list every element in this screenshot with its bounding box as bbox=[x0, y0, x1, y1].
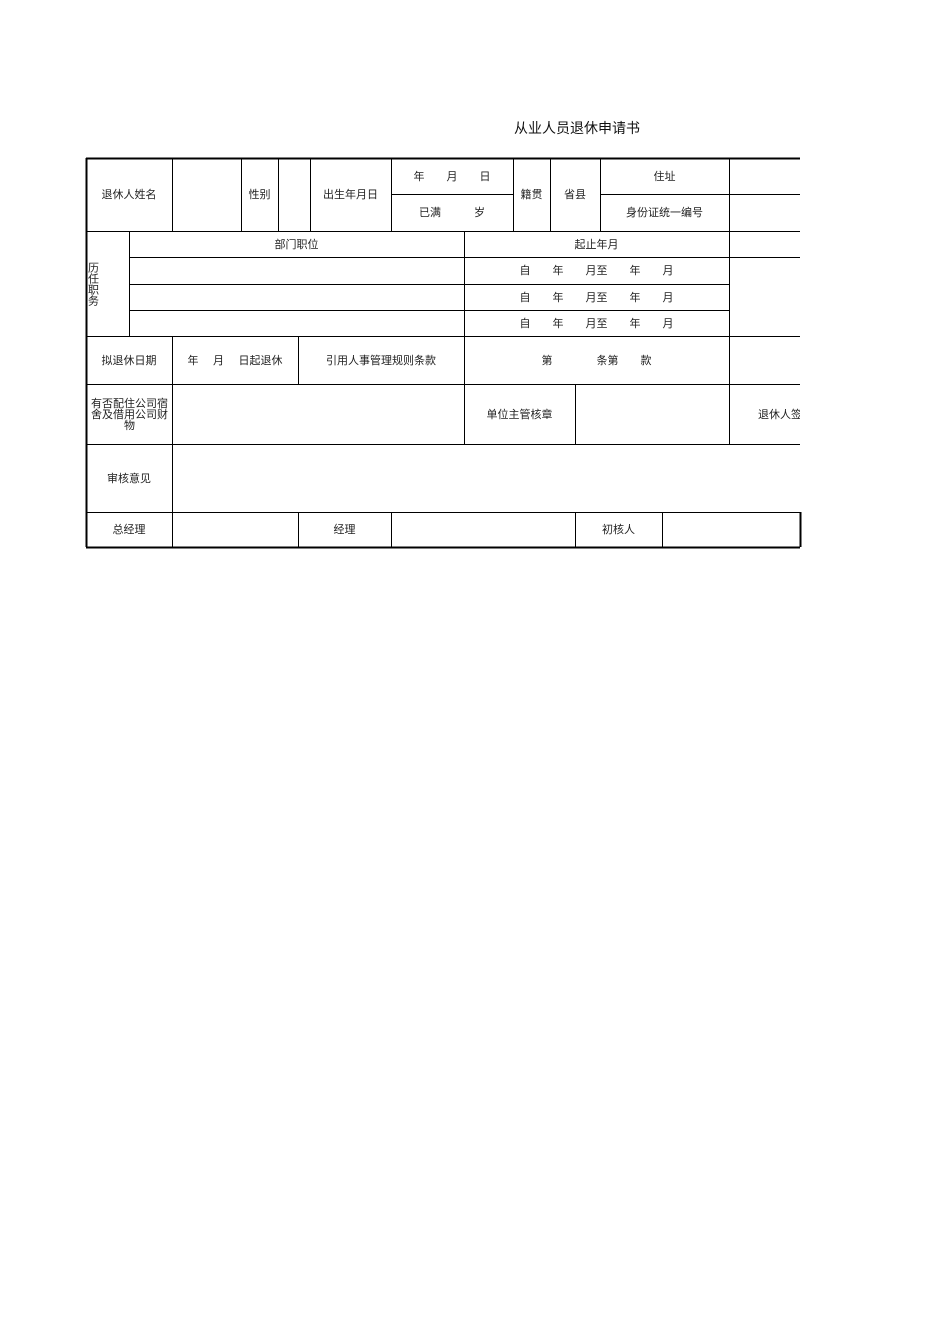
form-cell-label: 单位主管核章 bbox=[486, 407, 553, 421]
form-cell-label: 自 年 月至 年 月 bbox=[519, 290, 674, 304]
form-cell-label: 起止年月 bbox=[574, 237, 619, 251]
form-cell-label: 有否配住公司宿舍及借用公司财物 bbox=[91, 396, 168, 432]
form-cell-label: 出生年月日 bbox=[323, 188, 378, 201]
form-cell-label: 年 月 日 bbox=[413, 169, 491, 183]
form-cell-label: 第 条第 款 bbox=[541, 353, 652, 367]
form-cell-label: 籍贯 bbox=[520, 188, 543, 201]
form-cell-label: 审核意见 bbox=[107, 471, 151, 485]
form-cell-label: 引用人事管理规则条款 bbox=[326, 353, 436, 367]
form-cell-label: 初核人 bbox=[602, 523, 635, 536]
form-cell-label: 经理 bbox=[333, 523, 356, 536]
form-cell-label: 性别 bbox=[248, 188, 271, 201]
form-cell-label: 退休人姓名 bbox=[101, 188, 157, 201]
form-title: 从业人员退休申请书 bbox=[514, 121, 640, 137]
form-cell-label: 自 年 月至 年 月 bbox=[519, 264, 674, 277]
form-cell-label: 年 月 日起退休 bbox=[187, 353, 283, 367]
form-cell-label: 身份证统一编号 bbox=[626, 206, 703, 219]
form-cell-label: 已满 岁 bbox=[419, 206, 485, 219]
form-cell-label: 住址 bbox=[653, 169, 676, 183]
form-cell-label: 总经理 bbox=[112, 523, 146, 536]
form-cell-label: 历任职务 bbox=[86, 261, 100, 306]
form-cell-label: 退休人签 bbox=[758, 407, 800, 421]
form-cell-label: 拟退休日期 bbox=[101, 353, 157, 367]
form-cell-label: 部门职位 bbox=[274, 237, 319, 251]
form-cell-label: 自 年 月至 年 月 bbox=[519, 316, 674, 330]
form-cell-label: 省县 bbox=[564, 188, 586, 201]
